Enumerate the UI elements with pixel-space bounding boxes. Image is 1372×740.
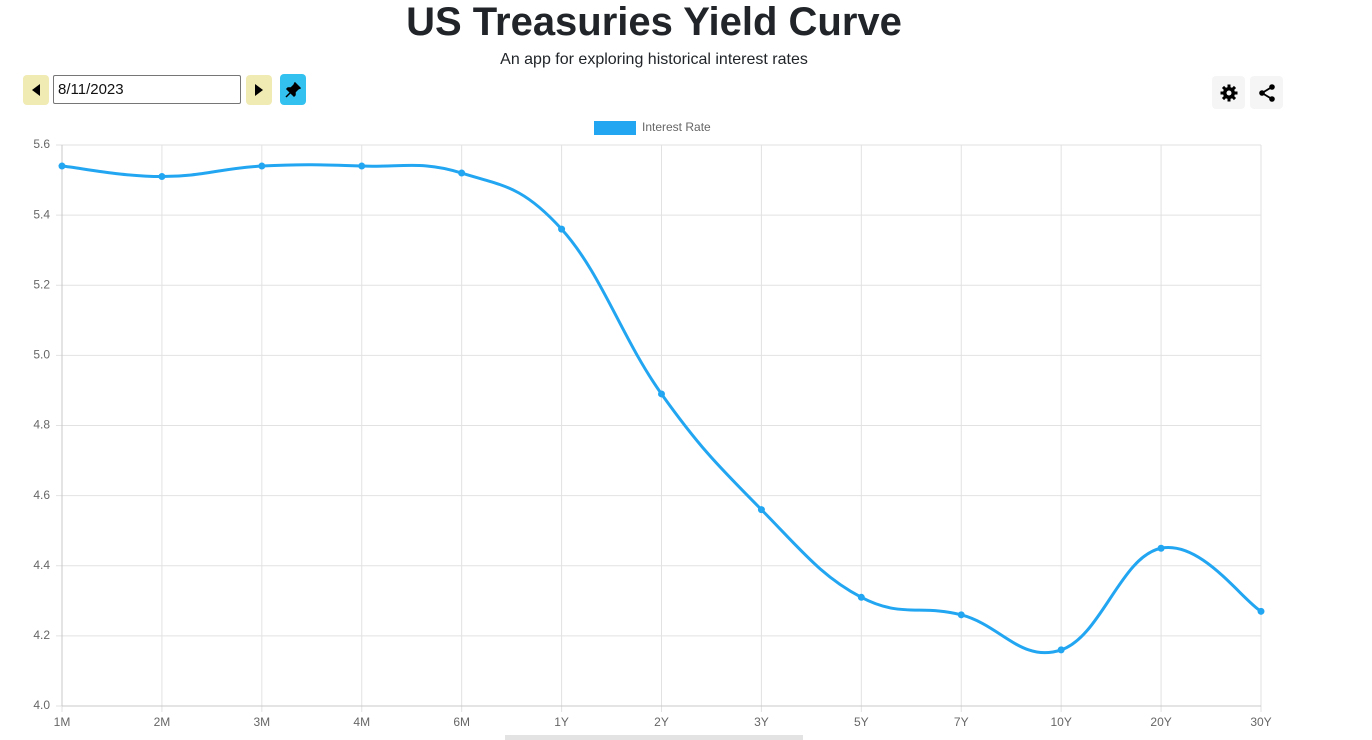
y-tick-label: 5.2: [33, 277, 50, 291]
x-tick-label: 6M: [453, 715, 470, 729]
data-point: [58, 162, 66, 170]
pin-icon: [285, 81, 301, 98]
x-tick-label: 2M: [154, 715, 171, 729]
y-tick-label: 4.4: [33, 558, 50, 572]
share-icon: [1258, 83, 1275, 102]
data-point: [258, 162, 266, 170]
gear-icon: [1220, 84, 1237, 101]
scrollbar: [505, 735, 803, 740]
data-point: [558, 225, 566, 233]
right-arrow-icon: [255, 84, 263, 96]
data-point: [757, 506, 765, 514]
data-point: [1257, 607, 1265, 615]
x-tick-label: 2Y: [654, 715, 669, 729]
x-tick-label: 5Y: [854, 715, 869, 729]
y-tick-label: 4.0: [33, 698, 50, 712]
share-button[interactable]: [1250, 76, 1283, 109]
y-tick-label: 5.6: [33, 137, 50, 151]
y-tick-label: 4.2: [33, 628, 50, 642]
legend-label: Interest Rate: [642, 120, 711, 134]
data-point: [1157, 544, 1165, 552]
previous-date-button[interactable]: [23, 75, 49, 105]
pin-button[interactable]: [280, 74, 306, 105]
x-tick-label: 1Y: [554, 715, 569, 729]
data-point: [158, 173, 166, 181]
next-date-button[interactable]: [246, 75, 272, 105]
x-tick-label: 20Y: [1150, 715, 1171, 729]
x-tick-label: 1M: [54, 715, 71, 729]
data-point: [957, 611, 965, 619]
page-title: US Treasuries Yield Curve: [406, 0, 902, 44]
x-tick-label: 7Y: [954, 715, 969, 729]
data-point: [857, 593, 865, 601]
x-tick-label: 10Y: [1050, 715, 1071, 729]
x-tick-label: 3M: [253, 715, 270, 729]
data-point: [358, 162, 366, 170]
left-arrow-icon: [32, 84, 40, 96]
legend-swatch: [594, 121, 636, 135]
y-tick-label: 4.8: [33, 418, 50, 432]
x-tick-label: 3Y: [754, 715, 769, 729]
date-input[interactable]: [53, 75, 241, 104]
y-tick-label: 4.6: [33, 488, 50, 502]
page-subtitle: An app for exploring historical interest…: [500, 51, 808, 68]
x-tick-label: 30Y: [1250, 715, 1271, 729]
x-tick-label: 4M: [353, 715, 370, 729]
chart: 4.0 4.2 4.4 4.6 4.8 5.0 5.2 5.4 5.6 1M 2M 3M 4M 6M 1Y 2…: [33, 120, 1272, 740]
data-point: [658, 390, 665, 398]
data-point: [458, 169, 466, 177]
y-tick-label: 5.0: [33, 348, 50, 362]
data-point: [1057, 646, 1065, 654]
settings-button[interactable]: [1212, 76, 1245, 109]
y-tick-label: 5.4: [33, 207, 50, 221]
